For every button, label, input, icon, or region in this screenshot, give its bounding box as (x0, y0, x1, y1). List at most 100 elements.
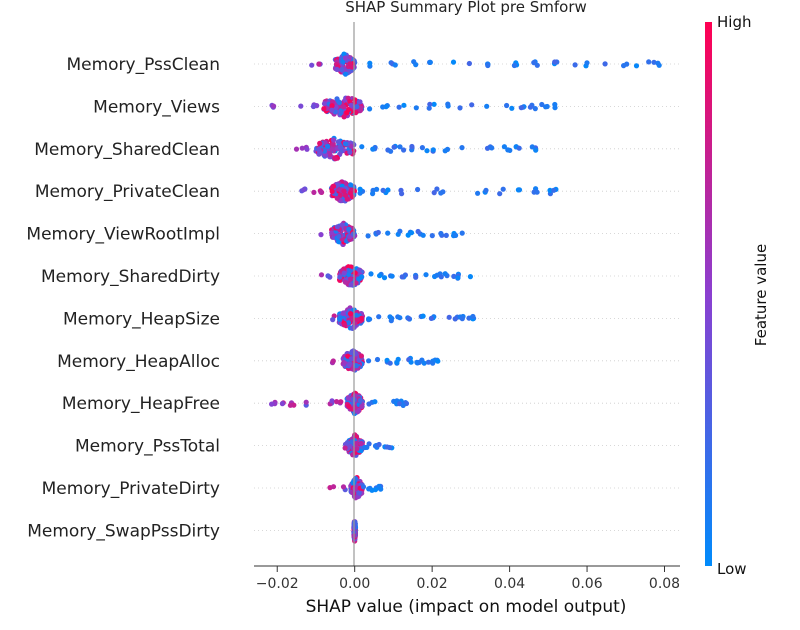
feature-label: Memory_HeapSize (63, 309, 220, 329)
shap-point (341, 270, 347, 276)
feature-label: Memory_HeapFree (62, 394, 220, 414)
shap-point (420, 232, 426, 238)
shap-point (485, 62, 491, 69)
shap-point (353, 363, 360, 369)
colorbar-title: Feature value (752, 244, 770, 346)
shap-point (401, 147, 407, 153)
shap-point (551, 187, 557, 193)
shap-point (341, 322, 348, 328)
shap-point (547, 187, 553, 193)
shap-point (533, 147, 539, 153)
shap-point (457, 105, 463, 111)
shap-point (309, 62, 315, 68)
shap-point (651, 59, 657, 65)
colorbar-low-label: Low (717, 560, 747, 578)
shap-point (329, 188, 335, 194)
shap-point (372, 487, 379, 493)
shap-point (405, 232, 411, 238)
shap-point (534, 189, 540, 195)
shap-point (329, 146, 335, 152)
shap-point (413, 274, 419, 280)
shap-point (431, 190, 437, 196)
feature-label: Memory_HeapAlloc (57, 352, 220, 372)
feature-label: Memory_PssClean (66, 55, 220, 75)
shap-point (316, 146, 322, 152)
shap-point (345, 320, 352, 326)
shap-point (342, 55, 348, 61)
shap-point (350, 490, 356, 496)
shap-point (325, 143, 331, 149)
shap-point (387, 360, 393, 366)
shap-point (431, 101, 437, 107)
shap-point (552, 101, 558, 108)
shap-point (376, 483, 382, 489)
shap-point (358, 315, 365, 321)
shap-point (401, 102, 407, 108)
shap-point (459, 316, 465, 322)
shap-point (293, 146, 300, 152)
shap-point (360, 484, 367, 490)
shap-point (419, 145, 425, 151)
shap-point (374, 356, 381, 363)
shap-point (340, 484, 347, 490)
shap-point (420, 313, 426, 319)
shap-point (483, 187, 489, 193)
shap-point (466, 60, 472, 67)
shap-point (321, 106, 327, 112)
shap-point (400, 402, 406, 408)
shap-point (584, 60, 590, 66)
shap-point (451, 273, 457, 279)
shap-point (385, 230, 391, 236)
shap-point (434, 186, 440, 192)
shap-point (342, 279, 348, 285)
shap-point (489, 145, 495, 151)
shap-point (544, 103, 550, 110)
shap-point (317, 140, 323, 146)
shap-point (304, 146, 310, 152)
shap-point (329, 398, 335, 404)
shap-point (347, 61, 353, 67)
shap-point (338, 399, 344, 405)
shap-point (311, 189, 317, 195)
shap-point (516, 145, 522, 151)
shap-point (348, 356, 354, 362)
shap-point (365, 233, 371, 239)
shap-point (397, 144, 403, 150)
colorbar (705, 22, 712, 566)
shap-point (531, 60, 537, 66)
shap-point (396, 104, 402, 110)
shap-point (318, 272, 325, 278)
shap-point (347, 276, 354, 282)
shap-point (279, 401, 285, 407)
shap-point (325, 273, 331, 279)
shap-point (370, 191, 376, 197)
shap-point (381, 275, 388, 281)
shap-point (303, 399, 309, 405)
shap-point (391, 144, 397, 150)
shap-point (329, 99, 336, 105)
chart-title: SHAP Summary Plot pre Smforw (345, 0, 587, 16)
shap-point (354, 316, 360, 323)
shap-point (367, 106, 373, 112)
shap-point (299, 145, 305, 151)
shap-point (399, 274, 405, 280)
shap-point (501, 144, 507, 150)
shap-point (368, 271, 374, 277)
shap-point (509, 105, 515, 111)
shap-point (394, 359, 400, 365)
shap-point (376, 441, 382, 448)
shap-point (633, 63, 640, 69)
shap-point (330, 183, 337, 189)
colorbar-high-label: High (717, 13, 751, 31)
shap-point (348, 282, 354, 288)
shap-point (426, 105, 432, 111)
shap-point (370, 146, 376, 152)
feature-label: Memory_SwapPssDirty (27, 521, 220, 541)
shap-point (352, 405, 358, 411)
shap-point (330, 358, 336, 364)
shap-point (529, 144, 535, 150)
shap-point (504, 102, 510, 109)
shap-point (377, 273, 383, 279)
shap-point (332, 156, 338, 162)
x-tick-label: 0.08 (649, 576, 680, 592)
